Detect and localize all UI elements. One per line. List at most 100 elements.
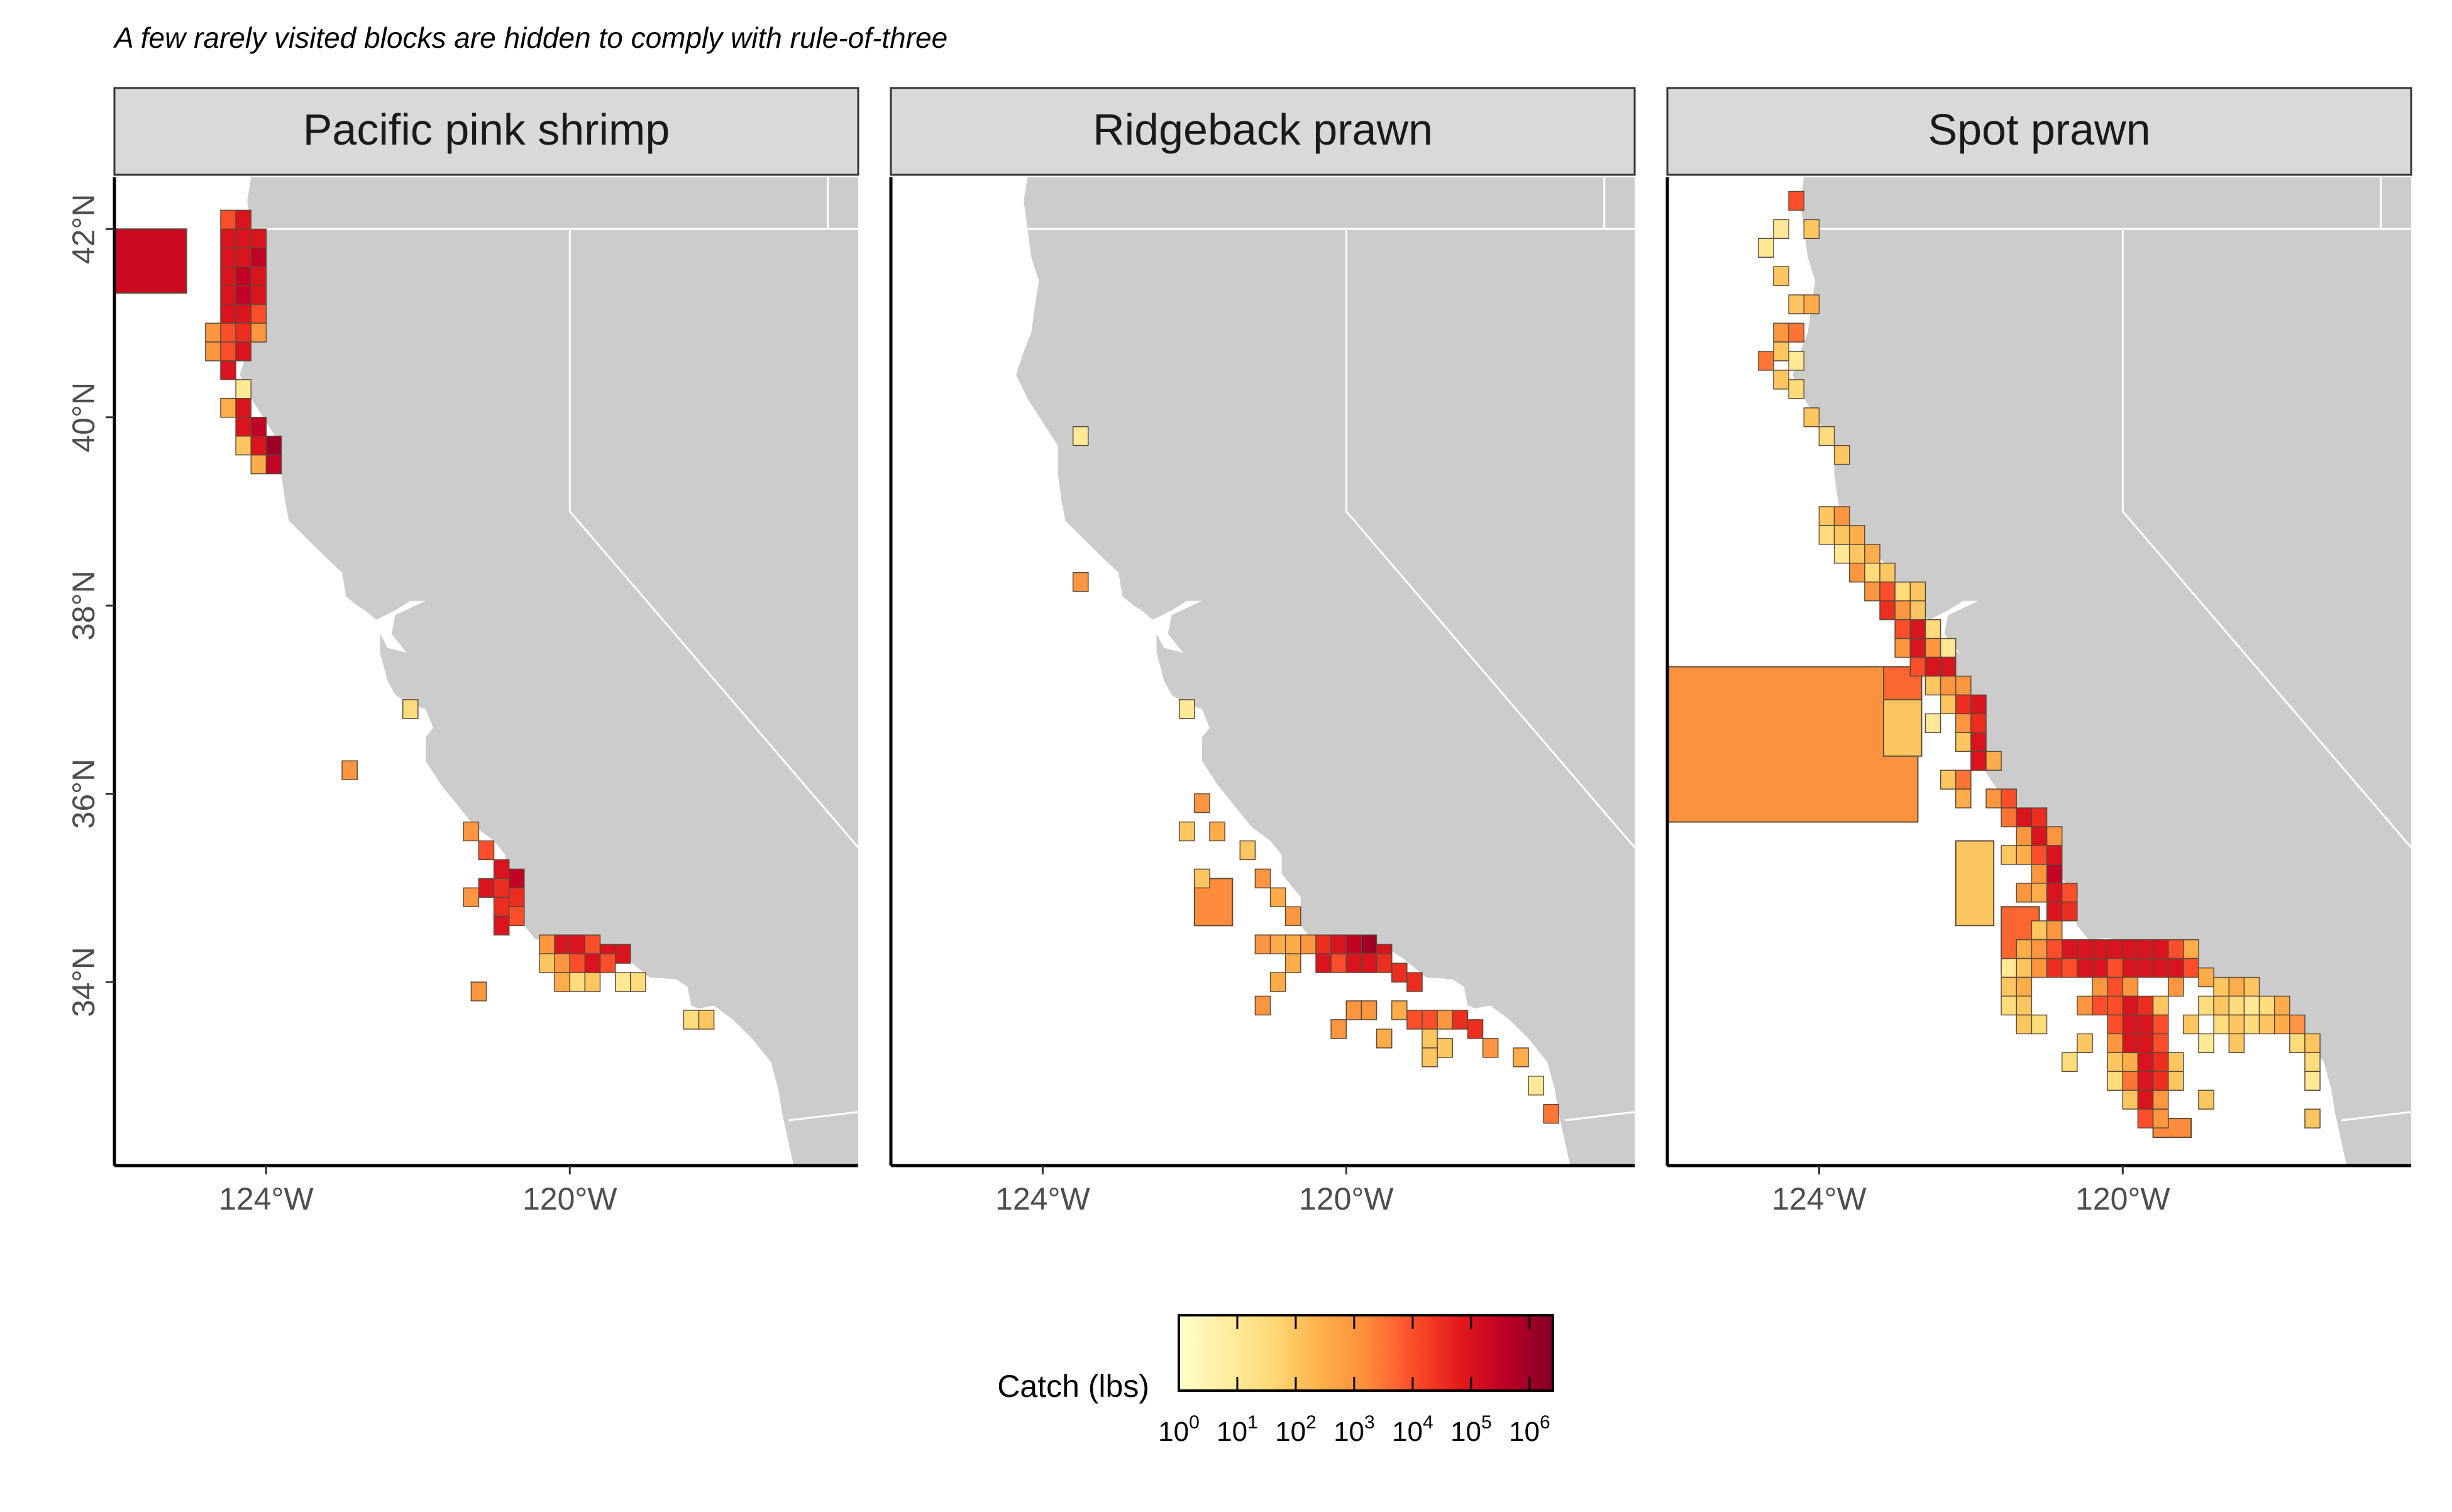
map-area [1667, 177, 2411, 1166]
state-border [1564, 1111, 1635, 1122]
catch-cell [2016, 883, 2033, 903]
catch-cell [493, 878, 510, 898]
catch-cell [554, 953, 570, 973]
catch-cell [250, 266, 267, 286]
catch-cell [2243, 995, 2260, 1016]
legend-title: Catch (lbs) [997, 1369, 1149, 1404]
catch-cell [1970, 732, 1987, 752]
island [1452, 1071, 1468, 1093]
catch-cell [2122, 1071, 2139, 1091]
catch-cell [2122, 976, 2139, 997]
catch-cell [2243, 976, 2260, 997]
catch-cell [2152, 1033, 2169, 1054]
catch-block [114, 228, 187, 294]
catch-cell [584, 934, 601, 954]
catch-cell [1178, 821, 1195, 842]
y-tick-label: 42°N [66, 194, 101, 264]
catch-cell [1376, 953, 1393, 973]
catch-cell [2304, 1071, 2321, 1091]
facet-title: Spot prawn [1928, 105, 2150, 154]
catch-cell [1269, 887, 1286, 907]
catch-cell [220, 209, 236, 230]
catch-cell [2061, 902, 2078, 922]
facet-strip [113, 87, 859, 176]
catch-cell [478, 878, 495, 898]
catch-block [1667, 666, 1919, 823]
catch-cell [1955, 675, 1972, 696]
catch-cell [2304, 1033, 2321, 1054]
catch-cell [2031, 920, 2048, 941]
catch-cell [2258, 995, 2275, 1016]
catch-cell [220, 285, 236, 305]
catch-cell [1467, 1019, 1484, 1039]
catch-cell [250, 417, 267, 437]
catch-cell [2198, 1090, 2214, 1110]
catch-cell [2077, 957, 2093, 978]
catch-cell [1072, 572, 1089, 592]
catch-cell [1209, 821, 1225, 842]
catch-cell [2228, 1014, 2245, 1035]
catch-cell [235, 417, 251, 437]
catch-cell [1194, 868, 1210, 889]
catch-cell [1254, 934, 1271, 954]
catch-cell [250, 323, 267, 343]
catch-cell [1406, 972, 1423, 992]
catch-cell [2031, 807, 2048, 827]
catch-cell [2077, 995, 2093, 1016]
catch-cell [220, 304, 236, 324]
catch-cell [1406, 1010, 1423, 1030]
catch-cell [1848, 563, 1865, 583]
panel: Spot prawn [1665, 87, 2412, 1167]
catch-cell [250, 304, 267, 324]
legend-tick-label: 105 [1450, 1412, 1492, 1447]
catch-cell [2183, 939, 2199, 959]
catch-cell [1894, 619, 1911, 639]
catch-cell [2258, 1014, 2275, 1035]
catch-cell [1773, 219, 1789, 240]
catch-cell [2152, 1090, 2169, 1110]
panel: Pacific pink shrimp [113, 87, 859, 1167]
catch-cell [2061, 939, 2078, 959]
catch-cell [1833, 525, 1850, 545]
catch-cell [1284, 953, 1301, 973]
panel: Ridgeback prawn [889, 87, 1636, 1167]
catch-cell [1788, 323, 1804, 343]
catch-cell [1970, 694, 1987, 715]
catch-cell [1391, 1000, 1408, 1020]
catch-cell [1925, 713, 1941, 734]
catch-cell [1985, 751, 2002, 771]
catch-cell [2061, 957, 2078, 978]
catch-cell [2122, 1033, 2139, 1054]
catch-cell [1254, 995, 1271, 1016]
catch-cell [1437, 1038, 1453, 1058]
island [676, 1030, 699, 1048]
catch-cell [2213, 976, 2229, 997]
catch-cell [220, 360, 236, 380]
catch-cell [554, 972, 570, 992]
catch-cell [2046, 939, 2063, 959]
state-border [1345, 229, 1635, 848]
state-border [2121, 229, 2411, 848]
catch-cell [493, 859, 510, 880]
catch-cell [2198, 967, 2214, 988]
map-panels: Pacific pink shrimp Ridgeback prawn Spot p… [113, 87, 2412, 1167]
legend-tick-label: 102 [1275, 1412, 1317, 1447]
catch-cell [235, 341, 251, 361]
catch-cell [235, 435, 251, 456]
catch-cell [2213, 1014, 2229, 1035]
x-tick-label: 124°W [219, 1181, 314, 1217]
catch-cell [539, 934, 555, 954]
y-tick-label: 36°N [66, 759, 101, 829]
catch-cell [2092, 939, 2108, 959]
catch-cell [2001, 976, 2017, 997]
catch-cell [2016, 976, 2033, 997]
catch-cell [2046, 883, 2063, 903]
catch-cell [2152, 939, 2169, 959]
catch-cell [1925, 675, 1941, 696]
catch-cell [2167, 957, 2184, 978]
catch-cell [1788, 379, 1804, 399]
catch-cell [2152, 995, 2169, 1016]
catch-cell [1330, 934, 1347, 954]
catch-cell [2137, 1033, 2154, 1054]
catch-cell [569, 953, 586, 973]
